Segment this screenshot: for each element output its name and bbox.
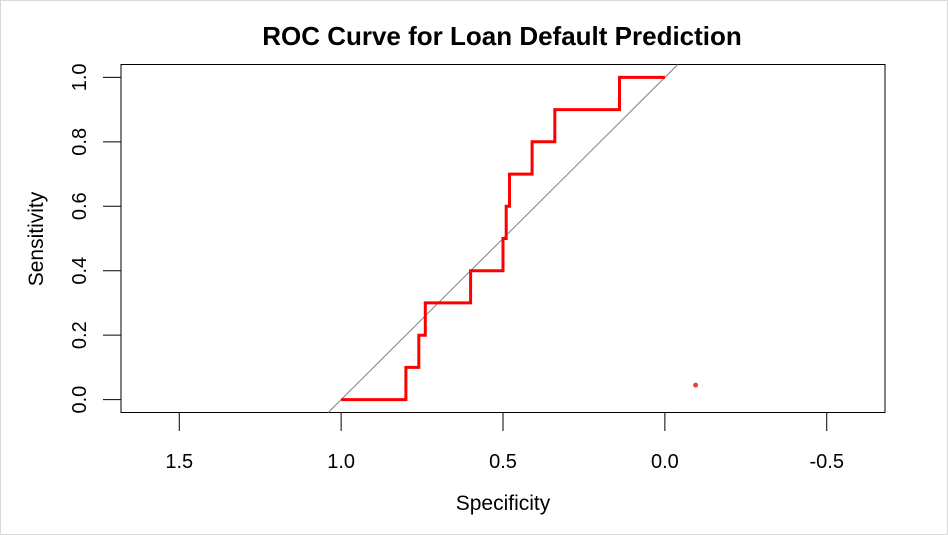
y-axis-label: Sensitivity <box>25 191 48 286</box>
x-tick-label: 1.5 <box>165 451 193 473</box>
y-tick-label: 0.2 <box>69 321 91 349</box>
x-tick-label: 1.0 <box>327 451 355 473</box>
y-tick-label: 0.0 <box>69 386 91 414</box>
data-point <box>693 382 699 388</box>
chart-title: ROC Curve for Loan Default Prediction <box>262 21 742 51</box>
x-tick-label: -0.5 <box>809 451 843 473</box>
points-layer <box>693 382 699 388</box>
roc-curve-line <box>341 75 665 402</box>
y-tick-label: 0.8 <box>69 128 91 156</box>
x-tick-label: 0.0 <box>651 451 679 473</box>
y-tick-label: 0.4 <box>69 257 91 285</box>
series-layer <box>341 75 665 402</box>
y-axis: 0.0 0.2 0.4 0.6 0.8 1.0 <box>69 63 122 414</box>
y-tick-label: 0.6 <box>69 192 91 220</box>
x-tick-label: 0.5 <box>489 451 517 473</box>
x-axis-label: Specificity <box>456 492 551 515</box>
x-axis: 1.5 1.0 0.5 0.0 -0.5 <box>165 412 844 473</box>
y-tick-label: 1.0 <box>69 63 91 91</box>
